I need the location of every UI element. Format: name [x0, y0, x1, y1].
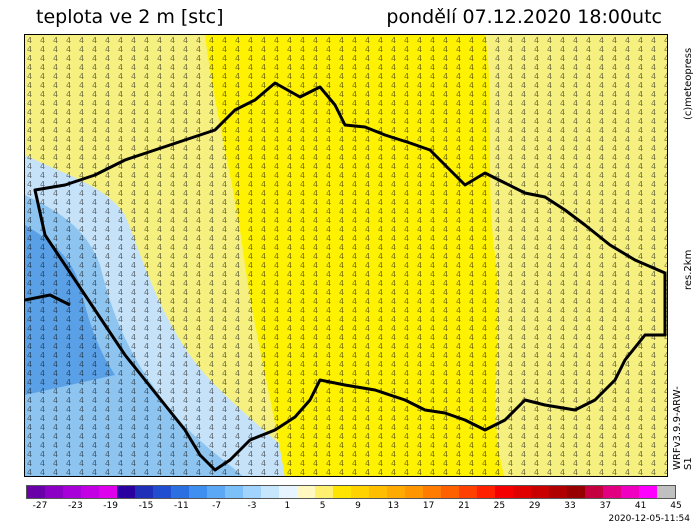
scale-tick-label: 21	[458, 501, 470, 511]
scale-tick-label: -27	[32, 501, 48, 511]
scale-tick-label: 41	[634, 501, 647, 511]
scale-tick-label: -19	[103, 501, 119, 511]
scale-cell	[225, 486, 243, 498]
scale-cell	[657, 486, 675, 498]
scale-cell	[495, 486, 513, 498]
scale-cell	[297, 486, 315, 498]
scale-cell	[117, 486, 135, 498]
scale-cell	[207, 486, 225, 498]
color-scale	[26, 485, 676, 499]
scale-tick-label: -3	[247, 501, 257, 511]
scale-cell	[639, 486, 657, 498]
scale-cell	[27, 486, 45, 498]
scale-cell	[279, 486, 297, 498]
scale-cell	[477, 486, 495, 498]
scale-cell	[621, 486, 639, 498]
scale-cell	[81, 486, 99, 498]
scale-tick-label: -23	[67, 501, 83, 511]
scale-cell	[171, 486, 189, 498]
scale-tick-label: 29	[528, 501, 541, 511]
scale-cell	[423, 486, 441, 498]
scale-tick-label: 17	[422, 501, 435, 511]
value-grid	[25, 35, 667, 476]
scale-tick-label: 13	[387, 501, 400, 511]
scale-tick-label: -11	[173, 501, 189, 511]
scale-tick-label: 9	[355, 501, 361, 511]
country-border	[33, 81, 667, 472]
scale-cell	[351, 486, 369, 498]
scale-cell	[369, 486, 387, 498]
scale-cell	[333, 486, 351, 498]
scale-tick-label: -15	[138, 501, 154, 511]
border-fragment	[25, 293, 71, 307]
scale-cell	[531, 486, 549, 498]
scale-cell	[603, 486, 621, 498]
scale-tick-label: 33	[564, 501, 576, 511]
scale-cell	[63, 486, 81, 498]
scale-cell	[567, 486, 585, 498]
scale-tick-label: 25	[493, 501, 506, 511]
scale-cell	[549, 486, 567, 498]
map-svg: 4	[25, 35, 667, 476]
scale-cell	[405, 486, 423, 498]
forecast-datetime: pondělí 07.12.2020 18:00utc	[386, 6, 662, 28]
color-scale-ticks: -27 -23 -19 -15 -11 -7 -3 1 5 9 13 17 21 25 29 33 37 41 45	[26, 501, 682, 515]
scale-cell	[387, 486, 405, 498]
scale-cell	[585, 486, 603, 498]
scale-tick-label: -7	[212, 501, 222, 511]
scale-tick-label: 5	[319, 501, 326, 511]
scale-cell	[513, 486, 531, 498]
credit-label: (c)meteopress	[683, 47, 694, 120]
run-timestamp: 2020-12-05-11:54	[608, 514, 691, 524]
scale-cell	[189, 486, 207, 498]
scale-tick-label: 37	[599, 501, 612, 511]
scale-cell	[441, 486, 459, 498]
scale-tick-label: 45	[670, 501, 682, 511]
scale-cell	[45, 486, 63, 498]
map-title: teplota ve 2 m [stc]	[36, 6, 224, 28]
scale-cell	[135, 486, 153, 498]
scale-tick-label: 1	[284, 501, 291, 511]
model-label: WRFv3.9.9-ARW-S1	[672, 386, 694, 470]
scale-cell	[153, 486, 171, 498]
scale-cell	[315, 486, 333, 498]
temperature-map: 4	[24, 34, 668, 477]
scale-cell	[243, 486, 261, 498]
scale-cell	[459, 486, 477, 498]
scale-cell	[99, 486, 117, 498]
resolution-label: res.2km	[683, 249, 694, 290]
scale-cell	[261, 486, 279, 498]
